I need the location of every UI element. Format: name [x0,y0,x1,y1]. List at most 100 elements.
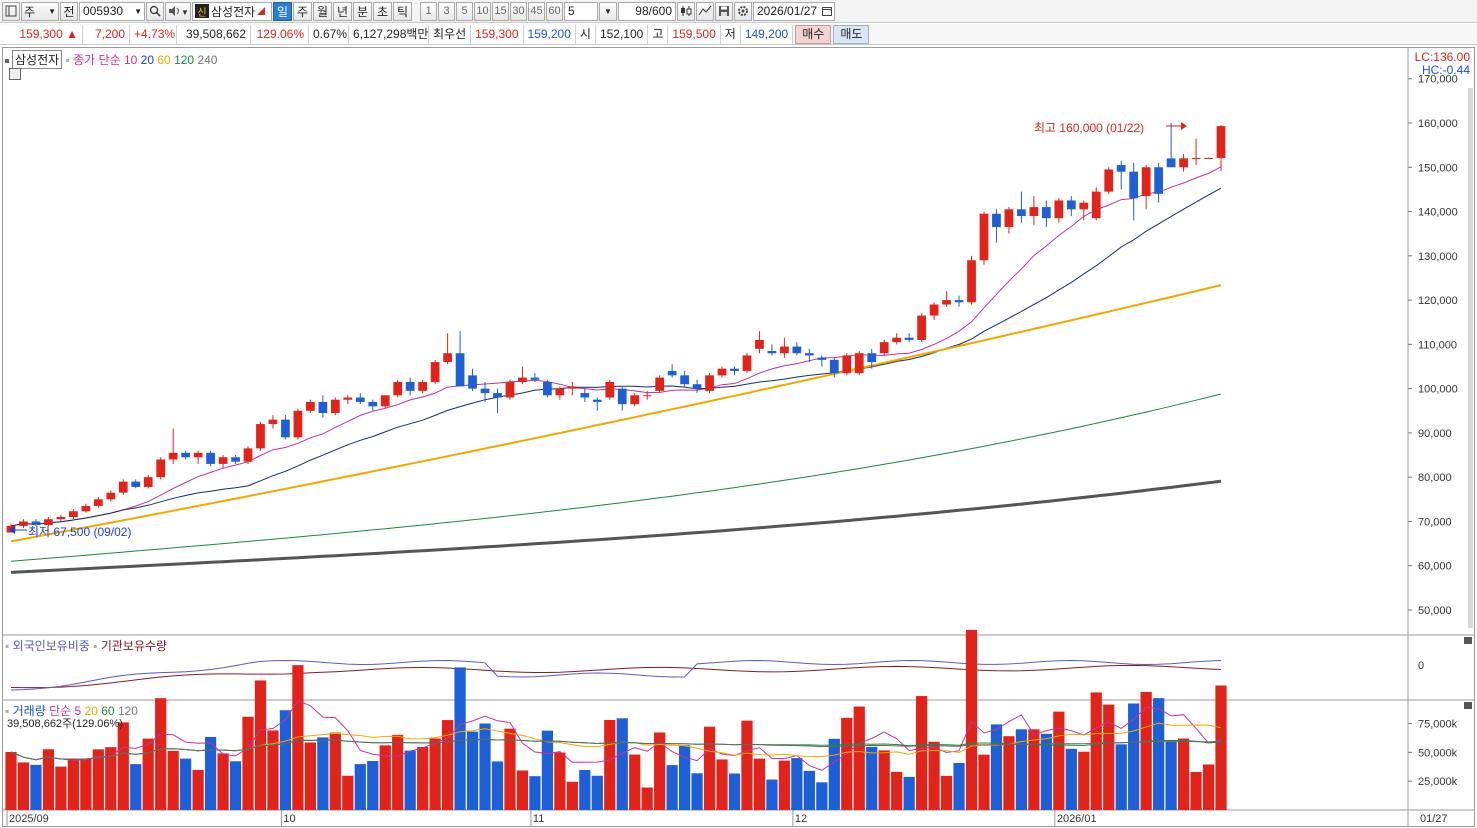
volume-bar [1028,729,1040,810]
candle-body [19,521,28,526]
candle-body [854,353,864,374]
x-tick-label: 12 [795,813,807,825]
buy-button[interactable]: 매수 [795,24,832,44]
legend-vol-ma-60[interactable]: 60 [101,704,115,718]
legend-ma-20[interactable]: 20 [140,53,155,67]
candle-body [430,362,440,382]
interval-button-45[interactable]: 45 [528,1,545,21]
price-chart-svg[interactable]: 170,000 160,000 150,000 140,000 130,000 120,0… [3,48,1474,826]
interval-button-15[interactable]: 15 [492,1,509,21]
candle-body [293,410,303,438]
candle-body [742,355,752,371]
volume-bar [80,758,92,810]
market-select[interactable]: 주 ▼ [21,1,59,21]
date-picker[interactable]: 2026/01/27 [753,1,835,21]
chevron-down-icon: ▼ [134,6,142,16]
chart-area[interactable]: 170,000 160,000 150,000 140,000 130,000 120,0… [2,47,1475,827]
interval-button-60[interactable]: 60 [546,1,563,21]
candle-type-icon[interactable] [677,1,695,21]
volume-bar [1103,704,1115,810]
volume-bar [928,741,940,810]
legend-vol-ma-20[interactable]: 20 [84,704,98,718]
volume-bar [130,764,142,810]
tab-period-6[interactable]: 틱 [393,1,412,21]
save-icon[interactable] [715,1,733,21]
grid-icon[interactable] [9,68,21,80]
volume-bar [791,758,803,810]
legend-ma-label[interactable]: 종가 단순 [73,53,121,67]
x-tick-label: 2025/09 [9,813,49,825]
y-tick-label: 120,000 [1418,295,1458,307]
candle-body [330,399,340,413]
candle-body [1017,209,1026,216]
volume-bar [666,765,678,810]
code-input[interactable]: 005930 ▼ [79,1,145,21]
gear-icon[interactable] [734,1,752,21]
price-scrollbar [1468,88,1473,628]
candle-body [567,386,577,389]
tab-period-3[interactable]: 년 [333,1,352,21]
tab-period-4[interactable]: 분 [353,1,372,21]
layout-icon[interactable] [2,1,20,21]
volume-bar [304,742,316,810]
volume-ma-line [10,738,1222,761]
tab-period-5[interactable]: 초 [373,1,392,21]
legend-volume[interactable]: 거래량 [12,704,46,718]
volume-bar [105,747,117,810]
legend-inst-holding[interactable]: 기관보유수량 [100,639,168,653]
legend-vol-ma-120[interactable]: 120 [117,704,138,718]
volume-bar [379,745,391,810]
volume-bar [192,769,204,810]
candle-body [368,401,378,407]
legend-ma-60[interactable]: 60 [157,53,171,67]
search-icon[interactable] [146,1,164,21]
candle-body [730,368,739,371]
interval-select[interactable]: 5 [564,1,598,21]
candle-body [281,419,290,438]
volume-bar [1090,692,1102,810]
legend-ma-10[interactable]: 10 [123,53,138,67]
sell-button[interactable]: 매도 [833,24,870,44]
volume-bar [1177,738,1190,810]
volume-bar [641,787,653,810]
high-price: 159,500 [668,24,721,44]
ma10-line [10,166,1222,527]
volume-bar [1202,764,1215,810]
volume-ma-line [10,699,1222,771]
interval-button-5[interactable]: 5 [456,1,473,21]
prev-button[interactable]: 전 [60,1,78,21]
interval-button-3[interactable]: 3 [438,1,455,21]
volume-bar [42,749,55,810]
volume-bar [878,750,890,810]
volume-bar [292,665,304,810]
stock-name-box[interactable]: 신 삼성전자 [192,1,272,21]
tab-period-2[interactable]: 월 [313,1,332,21]
candle-body [954,300,964,303]
interval-button-10[interactable]: 10 [474,1,491,21]
price-change: 7,200 [83,24,130,44]
tab-period-0[interactable]: 일 [273,1,292,21]
chart-tool-icon[interactable] [696,1,714,21]
legend-ma-240[interactable]: 240 [197,53,218,67]
legend-stock-name[interactable]: 삼성전자 [12,50,63,69]
legend-vol-ma-label[interactable]: 단순 [49,704,72,718]
candle-body [218,457,228,464]
legend-ma-120[interactable]: 120 [174,53,195,67]
legend-foreign-holding[interactable]: 외국인보유비중 [12,639,90,653]
interval-button-1[interactable]: 1 [420,1,437,21]
candle-body [1104,169,1114,192]
volume-bar [953,763,965,810]
legend-vol-ma-5[interactable]: 5 [74,704,82,718]
count-field[interactable]: 98/600 [618,1,676,21]
candle-body [493,393,502,398]
volume-bar [654,732,666,810]
tab-period-1[interactable]: 주 [293,1,312,21]
volume-bar [616,718,628,810]
volume-bar [841,717,853,810]
candle-body [1004,209,1014,228]
interval-button-30[interactable]: 30 [510,1,527,21]
volume-bar [866,746,878,810]
chevron-down-icon[interactable]: ▼ [599,1,617,21]
calendar-icon [822,7,832,16]
sound-icon[interactable]: ▼ [165,1,191,21]
